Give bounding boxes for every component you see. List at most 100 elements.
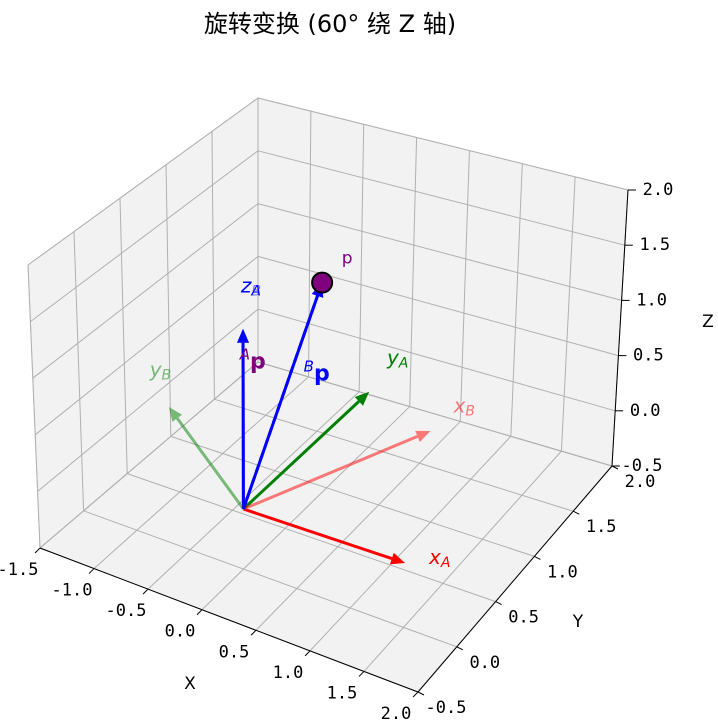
grid-line: [560, 176, 576, 452]
vector-label-name: p: [250, 349, 266, 374]
grid-line: [257, 361, 613, 467]
z-tick-label: 0.0: [630, 401, 661, 421]
y-tick-label: 1.0: [547, 562, 578, 582]
grid-line: [93, 376, 309, 569]
tick-mark: [142, 588, 149, 595]
y-tick-label: 1.5: [586, 517, 617, 537]
vector-head: [354, 391, 370, 406]
grid-line: [39, 361, 259, 549]
vector-label: zB: [240, 273, 261, 300]
vector-label-name: z: [240, 273, 252, 297]
z-tick-label: 0.5: [633, 346, 664, 366]
grid-line: [257, 97, 629, 191]
grid-line: [409, 137, 418, 407]
vector-head: [415, 430, 431, 442]
vector-label-name: x: [453, 393, 466, 417]
grid-line: [211, 131, 215, 400]
x-tick-label: -1.0: [52, 581, 93, 601]
vector-label-name: x: [428, 544, 441, 568]
vector-label-sub: A: [250, 284, 261, 300]
vector-shaft: [242, 435, 419, 511]
x-tick-label: 1.0: [273, 663, 304, 683]
vector: [242, 507, 406, 565]
tick-mark: [358, 671, 365, 677]
z-tick-label: 1.0: [636, 290, 667, 310]
vector-label: yB: [149, 357, 171, 384]
tick-mark: [88, 568, 95, 574]
vector-head: [237, 328, 250, 343]
z-tick-label: 1.5: [639, 235, 670, 255]
vector-head: [389, 552, 406, 565]
grid-line: [127, 473, 496, 603]
axis-line: [611, 189, 629, 467]
vector-label-sub: A: [398, 356, 409, 372]
vector-label: xA: [428, 544, 450, 571]
point: [311, 271, 334, 294]
grid-line: [255, 421, 461, 631]
vector: [242, 391, 370, 511]
vector-label: Ap: [239, 345, 266, 375]
x-tick-label: 0.5: [219, 642, 250, 662]
grid-line: [459, 150, 470, 422]
vector-label-sub: B: [251, 284, 261, 300]
tick-mark: [534, 555, 541, 560]
grid-line: [165, 164, 172, 437]
x-tick-label: -0.5: [106, 601, 147, 621]
vector: [168, 406, 245, 510]
vector-label-sub: A: [239, 345, 250, 363]
grid-line: [257, 150, 625, 246]
z-tick-label: 2.0: [643, 180, 674, 200]
tick-mark: [34, 547, 41, 554]
vector-label-name: y: [149, 357, 163, 381]
y-tick-label: 0.0: [469, 653, 500, 673]
x-tick-label: -1.5: [0, 560, 38, 580]
vector-shaft: [241, 295, 319, 510]
y-tick-label: 0.5: [508, 608, 539, 628]
grid-line: [147, 391, 360, 590]
vector-shaft: [242, 400, 360, 511]
x-tick-label: 2.0: [381, 704, 412, 724]
z-axis-label: Z: [702, 312, 714, 332]
vector-label: xB: [453, 393, 475, 420]
vector-shaft: [175, 417, 245, 510]
axis-line: [39, 547, 419, 693]
grid-line: [308, 111, 312, 377]
tick-mark: [456, 646, 464, 651]
point-label: p: [342, 249, 353, 269]
tick-mark: [250, 629, 257, 636]
x-tick-label: 1.5: [327, 683, 358, 703]
y-tick-label: -0.5: [426, 698, 467, 718]
vector-label: zA: [240, 273, 261, 300]
grid-line: [510, 163, 523, 437]
tick-mark: [412, 691, 419, 698]
grid-line: [27, 264, 41, 549]
vector-label-sub: A: [440, 555, 451, 571]
grid-line: [309, 435, 512, 652]
vector-label-name: p: [314, 361, 330, 386]
vector-label-name: z: [240, 273, 252, 297]
vector: [237, 328, 250, 509]
tick-mark: [304, 650, 311, 657]
grid-line: [257, 308, 616, 412]
vector-label: Bp: [304, 357, 330, 387]
vector-label-sub: B: [162, 367, 172, 383]
vector-label-sub: B: [465, 403, 475, 419]
vector-shaft: [242, 507, 393, 561]
axis-line: [417, 465, 613, 693]
y-axis-label: Y: [572, 612, 584, 632]
vector-label-name: y: [386, 345, 400, 369]
grid-line: [83, 510, 457, 648]
vector-label-sub: B: [304, 357, 314, 375]
grid-line: [170, 435, 535, 557]
chart-title: 旋转变换 (60° 绕 Z 轴): [204, 10, 456, 38]
grid-line: [201, 406, 411, 611]
y-tick-label: 2.0: [625, 472, 656, 492]
z-tick-label: -0.5: [622, 456, 663, 476]
grid-line: [363, 450, 562, 672]
tick-mark: [495, 601, 502, 606]
grid-line: [27, 97, 259, 266]
grid-line: [257, 203, 622, 301]
grid-line: [37, 308, 259, 492]
grid-line: [30, 150, 259, 322]
